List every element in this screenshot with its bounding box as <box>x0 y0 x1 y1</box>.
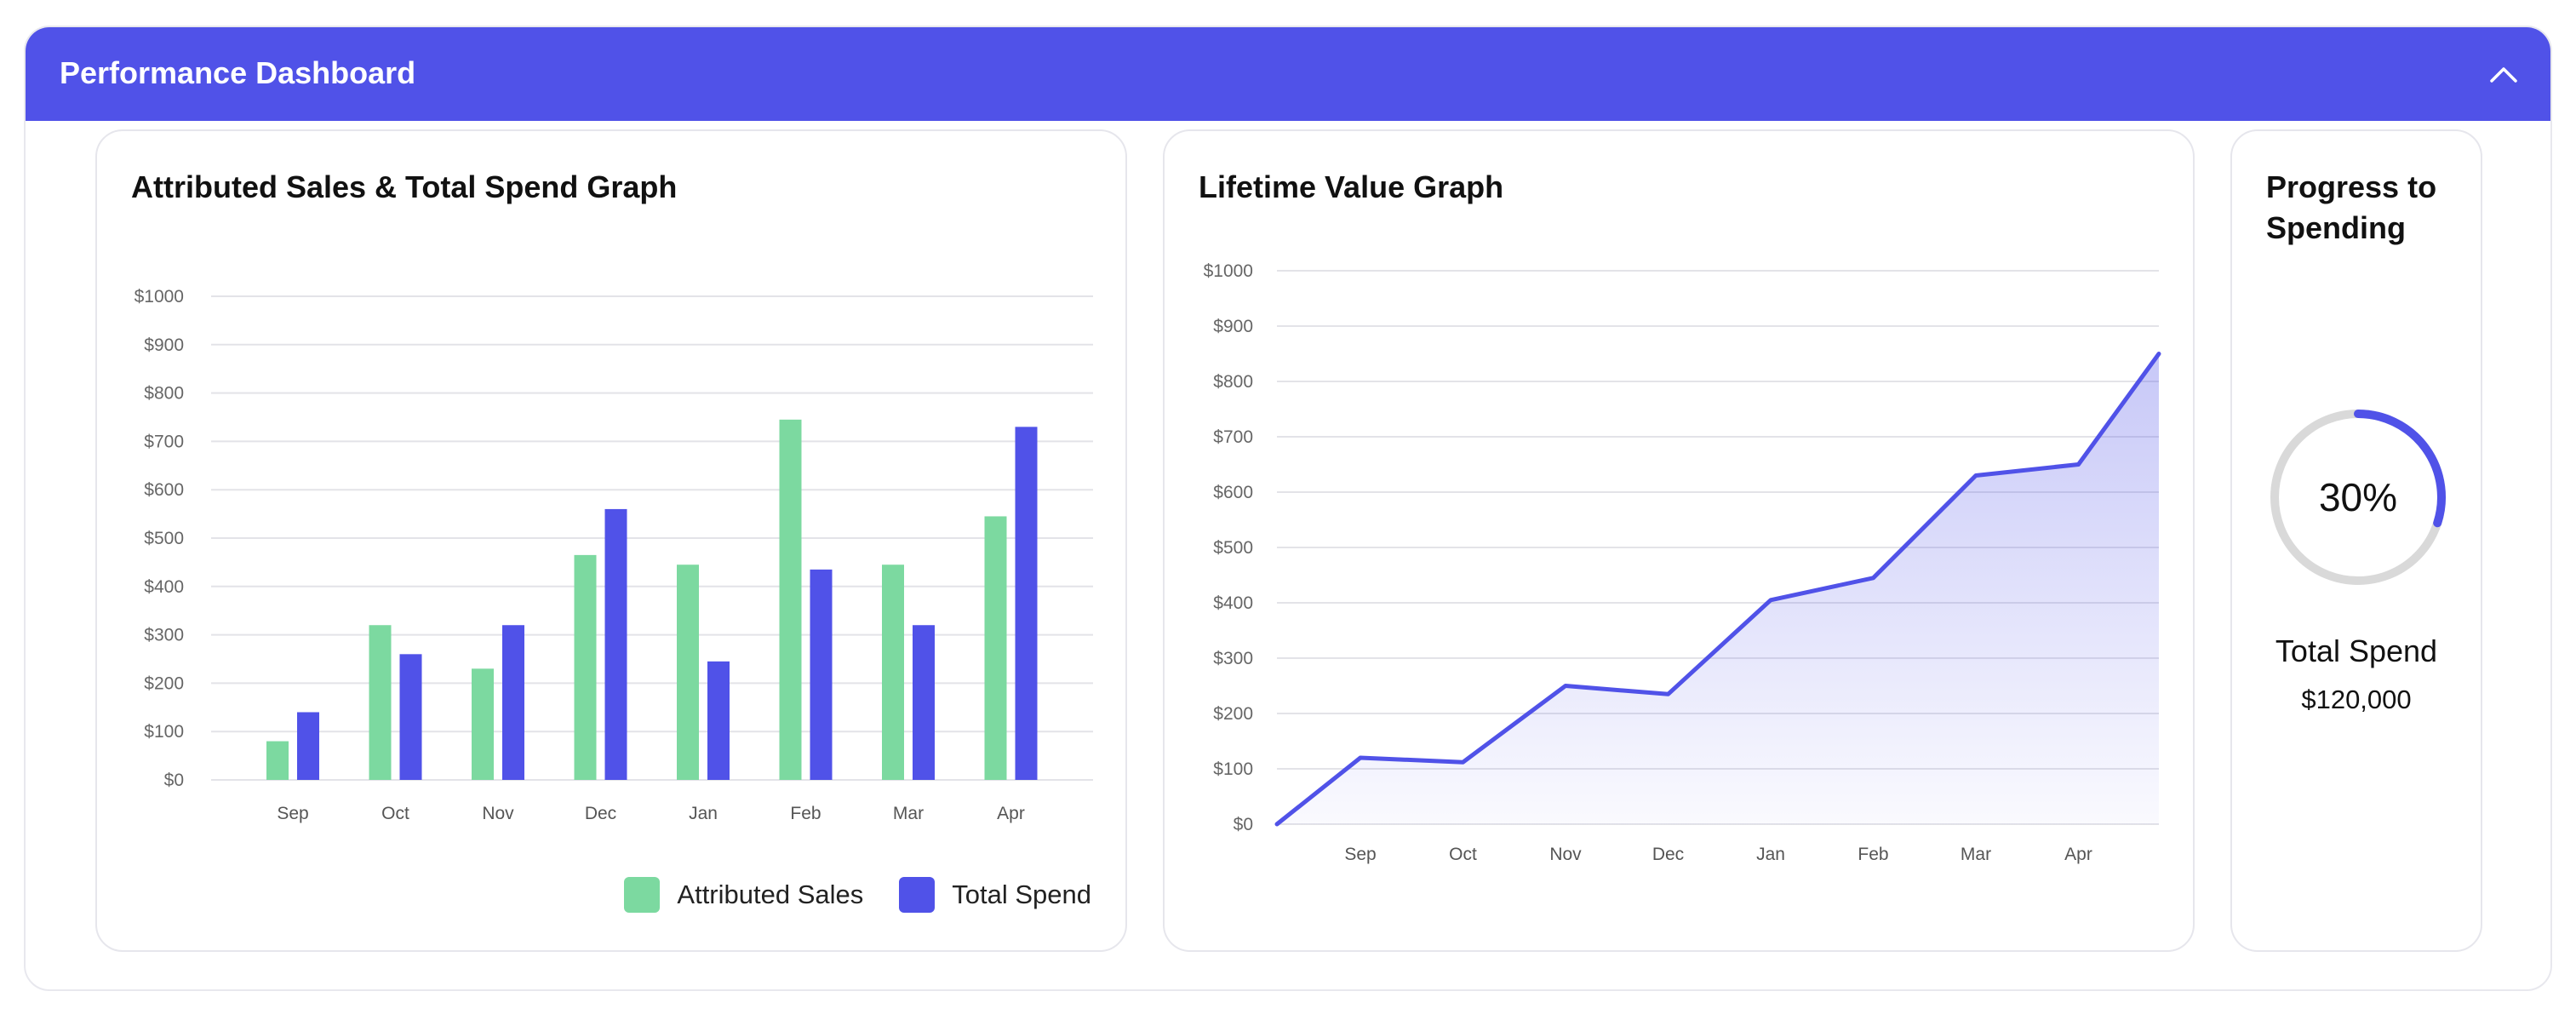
x-tick-label: Mar <box>1961 845 1991 864</box>
sales-spend-card: Attributed Sales & Total Spend Graph $0 $… <box>95 129 1127 952</box>
bar-total-spend <box>297 712 319 780</box>
bar-total-spend <box>604 508 627 780</box>
chevron-up-icon <box>2490 67 2517 83</box>
bar-attributed-sales <box>472 668 494 780</box>
y-tick-label: $400 <box>144 577 184 597</box>
chart-legend: Attributed Sales Total Spend <box>588 877 1091 913</box>
bar-attributed-sales <box>779 419 802 780</box>
legend-item-attributed-sales[interactable]: Attributed Sales <box>591 877 864 913</box>
y-tick-label: $500 <box>1213 538 1253 558</box>
y-tick-label: $300 <box>144 626 184 645</box>
y-tick-label: $0 <box>164 771 184 790</box>
total-spend-label: Total Spend <box>2275 633 2438 668</box>
bar-attributed-sales <box>266 741 289 780</box>
bar-attributed-sales <box>984 516 1007 780</box>
total-spend-value: $120,000 <box>2301 685 2412 714</box>
x-tick-label: Feb <box>1858 845 1888 864</box>
card-title: Attributed Sales & Total Spend Graph <box>131 169 678 204</box>
bar-total-spend <box>707 661 730 780</box>
x-tick-label: Nov <box>1549 845 1582 864</box>
progress-arc <box>2354 410 2446 528</box>
y-tick-label: $1000 <box>135 287 184 307</box>
bar-total-spend <box>810 569 833 780</box>
collapse-button[interactable] <box>2482 53 2525 95</box>
y-tick-label: $0 <box>1234 815 1253 834</box>
x-tick-label: Apr <box>997 804 1025 823</box>
progress-ring-svg <box>2270 410 2446 585</box>
x-tick-label: Dec <box>1652 845 1684 864</box>
y-tick-label: $100 <box>1213 759 1253 779</box>
x-tick-label: Jan <box>689 804 718 823</box>
bar-attributed-sales <box>574 554 597 780</box>
x-tick-label: Nov <box>482 804 514 823</box>
checkbox-checked-icon[interactable] <box>591 877 936 913</box>
y-tick-label: $200 <box>1213 704 1253 724</box>
bar-attributed-sales <box>882 564 904 780</box>
bar-total-spend <box>502 625 524 780</box>
bar-attributed-sales <box>369 625 392 780</box>
y-tick-label: $400 <box>1213 593 1253 613</box>
legend-label: Attributed Sales <box>677 880 864 909</box>
y-tick-label: $600 <box>144 480 184 500</box>
bar-attributed-sales <box>677 564 699 780</box>
x-tick-label: Sep <box>277 804 308 823</box>
x-tick-label: Mar <box>893 804 924 823</box>
x-tick-label: Oct <box>381 804 409 823</box>
y-tick-label: $800 <box>144 384 184 404</box>
card-title: Progress to Spending <box>2266 169 2437 245</box>
y-tick-label: $500 <box>144 529 184 548</box>
x-tick-label: Dec <box>585 804 616 823</box>
y-tick-label: $1000 <box>1204 261 1253 281</box>
checkbox-checked-icon[interactable] <box>591 877 661 913</box>
legend-item-total-spend[interactable]: Total Spend <box>591 877 1091 913</box>
x-tick-label: Apr <box>2064 845 2092 864</box>
y-tick-label: $100 <box>144 722 184 742</box>
progress-card: Progress to Spending 30% Total Spend $12… <box>2230 129 2482 952</box>
y-tick-label: $900 <box>1213 317 1253 336</box>
x-tick-label: Jan <box>1756 845 1785 864</box>
series-line <box>1274 352 2161 827</box>
y-tick-label: $300 <box>1213 649 1253 668</box>
y-tick-label: $200 <box>144 673 184 693</box>
bar-total-spend <box>399 654 422 780</box>
card-title: Lifetime Value Graph <box>1199 169 1504 204</box>
bar-total-spend <box>1015 427 1038 780</box>
lifetime-value-card: Lifetime Value Graph $0 $100 $200 $300 $400 $… <box>1163 129 2195 952</box>
progress-ring: 30% <box>2264 404 2452 591</box>
x-tick-label: Sep <box>1344 845 1376 864</box>
panel-header: Performance Dashboard <box>26 27 2550 121</box>
y-tick-label: $700 <box>144 432 184 451</box>
y-tick-label: $700 <box>1213 427 1253 447</box>
y-tick-label: $800 <box>1213 372 1253 392</box>
x-tick-label: Feb <box>790 804 821 823</box>
y-tick-label: $600 <box>1213 483 1253 502</box>
legend-label: Total Spend <box>952 880 1091 909</box>
line-chart: $0 $100 $200 $300 $400 $500 $600 $700 $800 $900 $1… <box>1204 261 2161 864</box>
x-tick-label: Oct <box>1449 845 1477 864</box>
bar-chart: $0 $100 $200 $300 $400 $500 $600 $700 $800 $900 $1… <box>135 287 1093 823</box>
progress-percent: 30% <box>2318 475 2398 519</box>
bar-total-spend <box>913 625 935 780</box>
panel-title: Performance Dashboard <box>60 55 416 90</box>
y-tick-label: $900 <box>144 335 184 355</box>
area-fill <box>1277 353 2159 824</box>
